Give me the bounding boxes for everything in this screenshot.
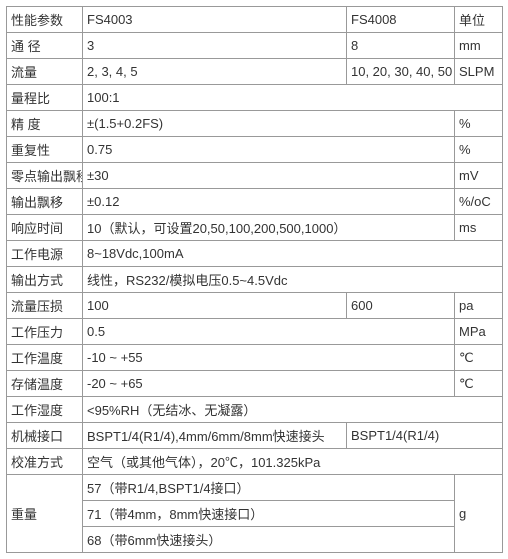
cell-value: ±(1.5+0.2FS) — [83, 111, 455, 137]
cell-value: ±0.12 — [83, 189, 455, 215]
cell-value: 100 — [83, 293, 347, 319]
header-param: 性能参数 — [7, 7, 83, 33]
header-model1: FS4003 — [83, 7, 347, 33]
table-row: 重复性 0.75 % — [7, 137, 503, 163]
cell-value: ±30 — [83, 163, 455, 189]
cell-value: BSPT1/4(R1/4),4mm/6mm/8mm快速接头 — [83, 423, 347, 449]
cell-label: 工作电源 — [7, 241, 83, 267]
cell-value: 68（带6mm快速接头） — [83, 527, 455, 553]
cell-unit: mV — [455, 163, 503, 189]
cell-label: 流量 — [7, 59, 83, 85]
cell-value: 2, 3, 4, 5 — [83, 59, 347, 85]
cell-label: 工作湿度 — [7, 397, 83, 423]
table-row: 存储温度 -20 ~ +65 ℃ — [7, 371, 503, 397]
cell-unit: %/oC — [455, 189, 503, 215]
cell-value: 线性，RS232/模拟电压0.5~4.5Vdc — [83, 267, 503, 293]
cell-unit: SLPM — [455, 59, 503, 85]
cell-value: 0.75 — [83, 137, 455, 163]
cell-unit: pa — [455, 293, 503, 319]
table-row: 流量压损 100 600 pa — [7, 293, 503, 319]
spec-table: 性能参数 FS4003 FS4008 单位 通 径 3 8 mm 流量 2, 3… — [6, 6, 503, 553]
cell-label: 通 径 — [7, 33, 83, 59]
cell-value: 空气（或其他气体），20℃，101.325kPa — [83, 449, 503, 475]
cell-label: 输出方式 — [7, 267, 83, 293]
cell-value: BSPT1/4(R1/4) — [347, 423, 503, 449]
cell-label: 重复性 — [7, 137, 83, 163]
cell-value: -10 ~ +55 — [83, 345, 455, 371]
cell-label: 零点输出飘移 — [7, 163, 83, 189]
table-row: 通 径 3 8 mm — [7, 33, 503, 59]
cell-value: 10（默认，可设置20,50,100,200,500,1000） — [83, 215, 455, 241]
cell-unit: ℃ — [455, 371, 503, 397]
cell-value: 10, 20, 30, 40, 50 — [347, 59, 455, 85]
cell-label: 工作温度 — [7, 345, 83, 371]
table-row: 校准方式 空气（或其他气体），20℃，101.325kPa — [7, 449, 503, 475]
table-row: 工作温度 -10 ~ +55 ℃ — [7, 345, 503, 371]
table-row: 工作湿度 <95%RH（无结冰、无凝露） — [7, 397, 503, 423]
cell-label: 重量 — [7, 475, 83, 553]
header-unit: 单位 — [455, 7, 503, 33]
table-row: 工作电源 8~18Vdc,100mA — [7, 241, 503, 267]
cell-value: 100:1 — [83, 85, 503, 111]
cell-value: 0.5 — [83, 319, 455, 345]
cell-value: 8 — [347, 33, 455, 59]
cell-value: 8~18Vdc,100mA — [83, 241, 503, 267]
cell-label: 输出飘移 — [7, 189, 83, 215]
cell-unit: % — [455, 137, 503, 163]
cell-label: 存储温度 — [7, 371, 83, 397]
table-row: 流量 2, 3, 4, 5 10, 20, 30, 40, 50 SLPM — [7, 59, 503, 85]
cell-unit: % — [455, 111, 503, 137]
cell-label: 工作压力 — [7, 319, 83, 345]
cell-value: <95%RH（无结冰、无凝露） — [83, 397, 503, 423]
table-row: 量程比 100:1 — [7, 85, 503, 111]
table-header-row: 性能参数 FS4003 FS4008 单位 — [7, 7, 503, 33]
table-row: 精 度 ±(1.5+0.2FS) % — [7, 111, 503, 137]
table-row: 输出飘移 ±0.12 %/oC — [7, 189, 503, 215]
cell-value: 3 — [83, 33, 347, 59]
table-row: 输出方式 线性，RS232/模拟电压0.5~4.5Vdc — [7, 267, 503, 293]
table-row: 工作压力 0.5 MPa — [7, 319, 503, 345]
cell-label: 校准方式 — [7, 449, 83, 475]
cell-unit: mm — [455, 33, 503, 59]
table-row: 重量 57（带R1/4,BSPT1/4接口） g — [7, 475, 503, 501]
cell-label: 响应时间 — [7, 215, 83, 241]
cell-unit: ms — [455, 215, 503, 241]
cell-unit: MPa — [455, 319, 503, 345]
cell-value: -20 ~ +65 — [83, 371, 455, 397]
cell-label: 机械接口 — [7, 423, 83, 449]
cell-label: 流量压损 — [7, 293, 83, 319]
table-row: 机械接口 BSPT1/4(R1/4),4mm/6mm/8mm快速接头 BSPT1… — [7, 423, 503, 449]
cell-label: 量程比 — [7, 85, 83, 111]
table-row: 响应时间 10（默认，可设置20,50,100,200,500,1000） ms — [7, 215, 503, 241]
cell-unit: ℃ — [455, 345, 503, 371]
table-row: 零点输出飘移 ±30 mV — [7, 163, 503, 189]
cell-unit: g — [455, 475, 503, 553]
header-model2: FS4008 — [347, 7, 455, 33]
cell-value: 57（带R1/4,BSPT1/4接口） — [83, 475, 455, 501]
cell-label: 精 度 — [7, 111, 83, 137]
cell-value: 71（带4mm，8mm快速接口） — [83, 501, 455, 527]
cell-value: 600 — [347, 293, 455, 319]
